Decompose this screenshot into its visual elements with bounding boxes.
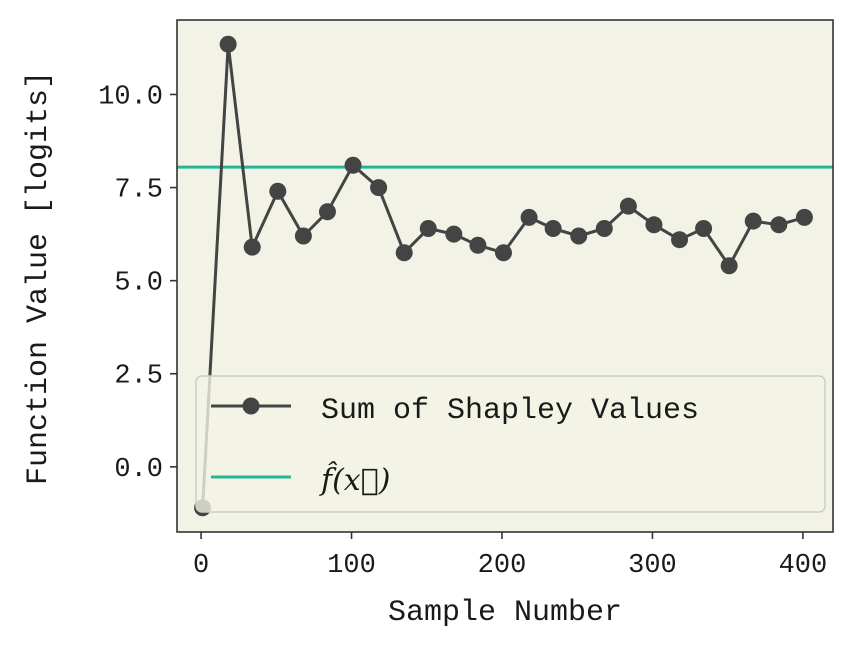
data-point	[219, 35, 237, 53]
y-tick-label: 2.5	[114, 362, 163, 392]
axes-frame	[176, 19, 834, 533]
y-axis-label: Function Value [logits]	[22, 71, 56, 485]
x-tick-label: 200	[478, 551, 527, 581]
data-point	[619, 197, 637, 215]
legend-marker-shapley	[242, 397, 260, 415]
y-tick-label: 0.0	[114, 455, 163, 485]
data-point	[720, 257, 738, 275]
data-point	[395, 244, 413, 262]
data-point	[318, 203, 336, 221]
data-point	[671, 231, 689, 249]
data-point	[243, 238, 261, 256]
legend-box	[195, 375, 826, 513]
y-tick-label: 5.0	[114, 269, 163, 299]
y-tick-label: 7.5	[114, 176, 163, 206]
legend-label-shapley: Sum of Shapley Values	[321, 394, 699, 428]
data-point	[269, 182, 287, 200]
data-point	[419, 220, 437, 238]
data-point	[570, 227, 588, 245]
y-tick-label: 10.0	[98, 82, 163, 112]
data-point	[645, 216, 663, 234]
data-point	[469, 236, 487, 254]
data-point	[494, 244, 512, 262]
x-tick-label: 300	[628, 551, 677, 581]
data-point	[520, 208, 538, 226]
x-tick-label: 0	[193, 551, 209, 581]
legend: Sum of Shapley Values f̂(x⃗)	[195, 375, 826, 513]
data-point	[445, 225, 463, 243]
data-point	[795, 208, 813, 226]
axes	[176, 19, 834, 533]
data-point	[744, 212, 762, 230]
data-point	[595, 220, 613, 238]
data-point	[344, 156, 362, 174]
data-point	[370, 179, 388, 197]
data-point	[770, 216, 788, 234]
data-point	[695, 220, 713, 238]
ticks: 0 100 200 300 400 0.0 2.5 5.0 7.5 10.0	[98, 82, 827, 581]
x-tick-label: 400	[779, 551, 828, 581]
legend-label-fhat: f̂(x⃗)	[319, 461, 390, 498]
data-point	[544, 220, 562, 238]
data-point	[294, 227, 312, 245]
x-tick-label: 100	[327, 551, 376, 581]
x-axis-label: Sample Number	[388, 596, 622, 630]
